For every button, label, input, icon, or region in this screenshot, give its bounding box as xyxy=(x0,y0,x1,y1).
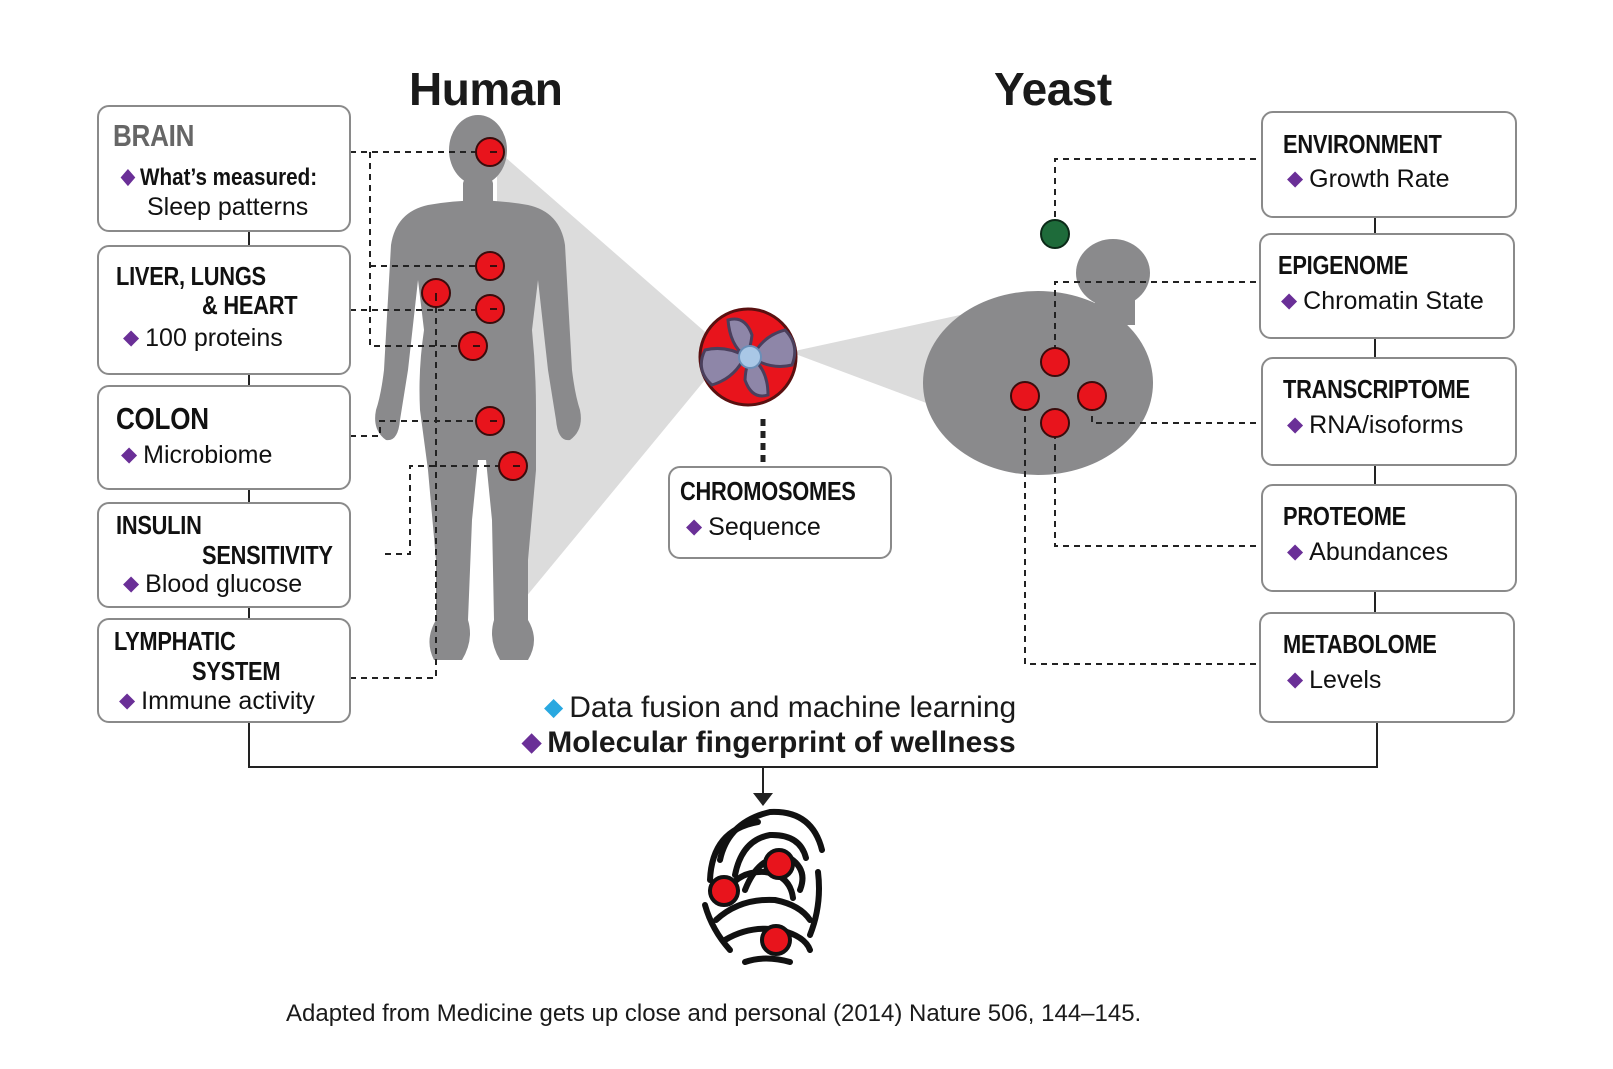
transcriptome-item: ◆ RNA/isoforms xyxy=(1287,411,1464,439)
proteome-item: ◆ Abundances xyxy=(1287,538,1449,566)
transcriptome-heading: TRANSCRIPTOME xyxy=(1283,374,1470,404)
lymphatic-heading-1: LYMPHATIC xyxy=(114,626,236,656)
diamond-bullet-icon: ◆ xyxy=(123,572,140,595)
diamond-bullet-icon: ◆ xyxy=(1287,167,1304,190)
diamond-bullet-icon: ◆ xyxy=(119,689,136,712)
epigenome-item: ◆ Chromatin State xyxy=(1281,287,1484,315)
purple-diamond-bullet-icon: ◆ xyxy=(522,728,542,756)
organs-box: LIVER, LUNGS & HEART ◆ 100 proteins xyxy=(97,245,351,375)
chromosome-icon xyxy=(698,307,798,407)
down-arrow-icon xyxy=(753,793,773,806)
marker-epigenome xyxy=(1040,347,1070,377)
yeast-zoom-cone xyxy=(790,315,960,410)
source-credit: Adapted from Medicine gets up close and … xyxy=(286,1000,1142,1027)
proteome-box: PROTEOME ◆ Abundances xyxy=(1261,484,1517,592)
diamond-bullet-icon: ◆ xyxy=(123,326,140,349)
marker-transcriptome xyxy=(1077,381,1107,411)
epigenome-heading: EPIGENOME xyxy=(1278,250,1409,280)
organs-heading-2: & HEART xyxy=(202,290,298,320)
colon-item: ◆ Microbiome xyxy=(121,441,273,469)
environment-item: ◆ Growth Rate xyxy=(1287,165,1450,193)
diamond-bullet-icon: ◆ xyxy=(121,443,138,466)
environment-box: ENVIRONMENT ◆ Growth Rate xyxy=(1261,111,1517,218)
diamond-bullet-icon: ◆ xyxy=(1281,289,1298,312)
brain-heading: BRAIN xyxy=(113,118,195,153)
marker-metabolome xyxy=(1010,381,1040,411)
insulin-heading-2: SENSITIVITY xyxy=(202,540,333,570)
chromosomes-box: CHROMOSOMES ◆ Sequence xyxy=(668,466,892,559)
human-connectors xyxy=(350,151,512,679)
diamond-bullet-icon: ◆ xyxy=(686,515,703,538)
colon-box: COLON ◆ Microbiome xyxy=(97,385,351,490)
blue-diamond-bullet-icon: ◆ xyxy=(544,693,564,721)
yeast-markers xyxy=(1010,347,1107,438)
proteome-heading: PROTEOME xyxy=(1283,501,1406,531)
lymphatic-heading-2: SYSTEM xyxy=(192,656,281,686)
marker-proteome xyxy=(1040,408,1070,438)
marker-environment xyxy=(1040,219,1070,249)
fusion-caption: ◆ Data fusion and machine learning xyxy=(544,691,1017,724)
colon-heading: COLON xyxy=(116,401,209,436)
diamond-bullet-icon: ◆ xyxy=(1287,413,1304,436)
epigenome-box: EPIGENOME ◆ Chromatin State xyxy=(1259,233,1515,339)
transcriptome-box: TRANSCRIPTOME ◆ RNA/isoforms xyxy=(1261,357,1517,466)
organs-heading-1: LIVER, LUNGS xyxy=(116,261,266,291)
insulin-heading-1: INSULIN xyxy=(116,510,202,540)
brain-box: BRAIN ◆ What’s measured: Sleep patterns xyxy=(97,105,351,232)
fingerprint-markers xyxy=(708,848,795,956)
insulin-item: ◆ Blood glucose xyxy=(123,570,303,598)
environment-heading: ENVIRONMENT xyxy=(1283,129,1442,159)
diamond-bullet-icon: ◆ xyxy=(121,165,135,188)
chromosomes-heading: CHROMOSOMES xyxy=(680,476,856,506)
lymphatic-item: ◆ Immune activity xyxy=(119,687,315,715)
human-title: Human xyxy=(409,63,563,115)
yeast-cell-icon xyxy=(923,239,1153,475)
metabolome-heading: METABOLOME xyxy=(1283,629,1437,659)
organs-item: ◆ 100 proteins xyxy=(123,324,283,352)
brain-label: ◆ What’s measured: xyxy=(121,164,318,191)
metabolome-item: ◆ Levels xyxy=(1287,666,1382,694)
insulin-box: INSULIN SENSITIVITY ◆ Blood glucose xyxy=(97,502,351,608)
spine-lines xyxy=(248,218,1378,795)
lymphatic-box: LYMPHATIC SYSTEM ◆ Immune activity xyxy=(97,618,351,723)
yeast-title: Yeast xyxy=(994,63,1112,115)
diamond-bullet-icon: ◆ xyxy=(1287,668,1304,691)
diamond-bullet-icon: ◆ xyxy=(1287,540,1304,563)
fingerprint-caption: ◆ Molecular fingerprint of wellness xyxy=(522,726,1016,759)
brain-item: Sleep patterns xyxy=(147,193,309,221)
metabolome-box: METABOLOME ◆ Levels xyxy=(1259,612,1515,723)
chromosomes-item: ◆ Sequence xyxy=(686,513,821,541)
